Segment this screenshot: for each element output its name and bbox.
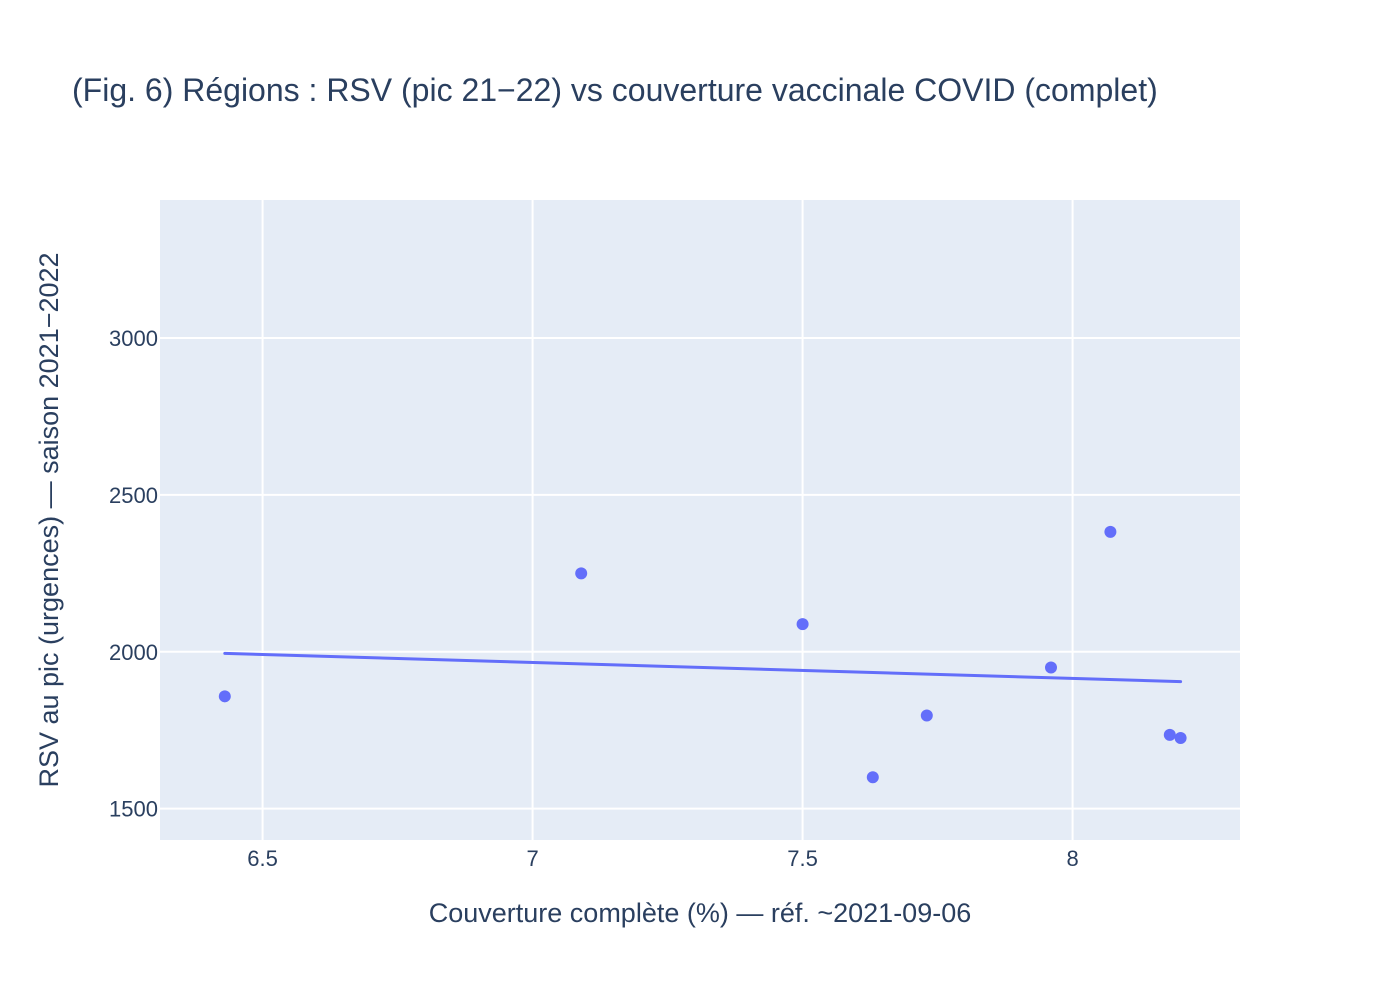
data-point: [1174, 732, 1187, 745]
y-gridlines: [160, 337, 1240, 810]
data-points-layer: [218, 525, 1187, 784]
y-tick-label: 3000: [109, 326, 158, 351]
x-tick-label: 8: [1066, 846, 1078, 871]
x-tick-label: 7.5: [787, 846, 818, 871]
y-tick-label: 2000: [109, 640, 158, 665]
data-point: [1104, 525, 1117, 538]
trend-line-layer: [223, 651, 1183, 684]
y-tick-label: 1500: [109, 797, 158, 822]
y-axis-title: RSV au pic (urgences) — saison 2021−2022: [34, 252, 64, 787]
data-point: [218, 690, 231, 703]
x-gridlines: [261, 200, 1074, 840]
x-tick-label: 6.5: [247, 846, 278, 871]
data-point: [796, 618, 809, 631]
x-tick-labels: 6.5 7 7.5 8: [247, 846, 1078, 871]
y-tick-labels: 1500 2000 2500 3000: [109, 326, 158, 822]
x-axis-title: Couverture complète (%) — réf. ~2021-09-…: [429, 898, 972, 928]
data-point: [866, 771, 879, 784]
plot-area: [160, 200, 1240, 840]
data-point: [1045, 661, 1057, 674]
trend-line: [223, 651, 1183, 684]
data-point: [1163, 728, 1176, 741]
data-point: [575, 567, 588, 580]
y-tick-label: 2500: [109, 483, 158, 508]
data-point: [920, 709, 933, 722]
chart-title: (Fig. 6) Régions : RSV (pic 21−22) vs co…: [72, 72, 1158, 108]
x-tick-label: 7: [526, 846, 538, 871]
